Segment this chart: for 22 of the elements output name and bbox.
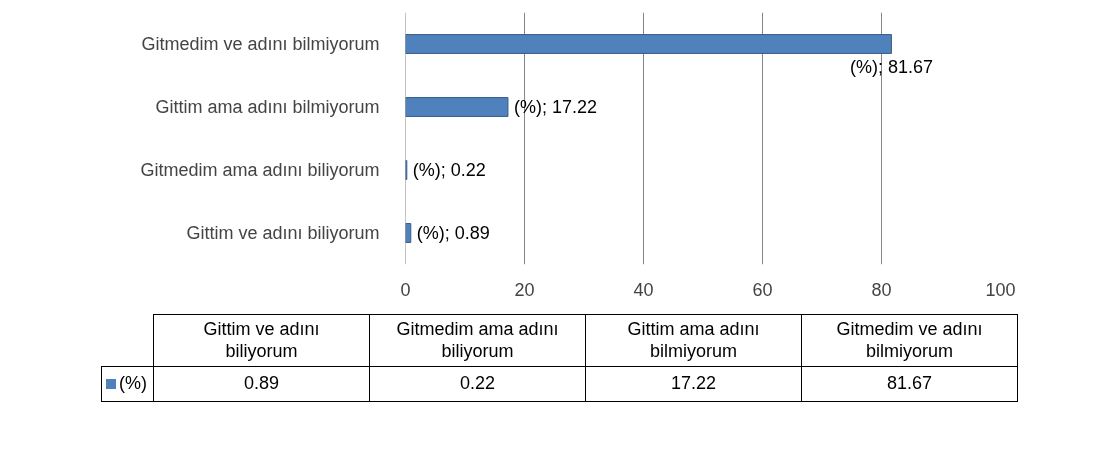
x-tick-label: 20: [514, 279, 535, 300]
y-tick-label: Gitmedim ama adını biliyorum: [140, 160, 380, 180]
x-tick-label: 0: [400, 279, 411, 300]
legend-label: (%): [101, 366, 154, 402]
text: 0.89: [153, 366, 370, 402]
data-label: (%); 17.22: [513, 97, 598, 117]
x-tick-label: 60: [752, 279, 773, 300]
text: 81.67: [801, 366, 1018, 402]
category-label: Gittim ama adını bilmiyorum: [627, 319, 760, 361]
text: 17.22: [585, 366, 802, 402]
y-tick-label: Gittim ve adını biliyorum: [186, 223, 380, 243]
category-label: Gitmedim ve adını bilmiyorum: [836, 319, 983, 361]
text: 0.22: [369, 366, 586, 402]
x-tick-label: 100: [985, 279, 1016, 300]
data-label: (%); 81.67: [849, 56, 933, 77]
data-label: (%); 0.22: [412, 160, 486, 180]
data-label: (%); 0.89: [416, 223, 490, 243]
x-tick-label: 80: [871, 279, 892, 300]
category-label: Gitmedim ama adını biliyorum: [396, 319, 559, 361]
y-tick-label: Gitmedim ve adını bilmiyorum: [141, 34, 380, 54]
x-tick-label: 40: [633, 279, 654, 300]
y-tick-label: Gittim ama adını bilmiyorum: [155, 97, 380, 117]
